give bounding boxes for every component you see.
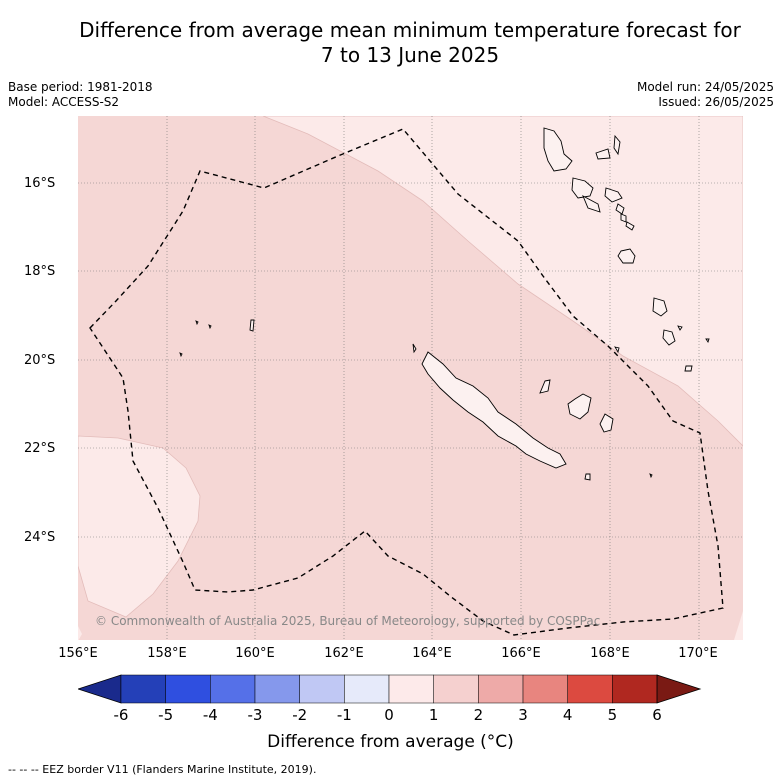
- colorbar-bin: [612, 674, 658, 704]
- model-run: Model run: 24/05/2025: [636, 80, 774, 94]
- colorbar-tick-label: 5: [607, 706, 618, 724]
- loyalty-island-lifou: [567, 393, 592, 420]
- lat-label-16s: 16°S: [24, 176, 56, 191]
- reef-islet: [208, 324, 212, 330]
- emae-island: [620, 213, 627, 223]
- loyalty-island-mare: [599, 413, 614, 433]
- model-name: Model: ACCESS-S2: [8, 95, 120, 109]
- lat-label-22s: 22°S: [24, 441, 56, 456]
- lon-label-156e: 156°E: [58, 646, 98, 661]
- colorbar-tick-label: 0: [384, 706, 394, 724]
- ambrym-group: [582, 195, 601, 213]
- maewo-island: [595, 148, 611, 160]
- isle-of-pines: [584, 473, 591, 481]
- colorbar-tick-label: -3: [247, 706, 263, 724]
- colorbar-tick-label: -2: [292, 706, 308, 724]
- colorbar: [78, 674, 702, 704]
- belep-islands: [412, 343, 417, 354]
- lat-label-24s: 24°S: [24, 530, 56, 545]
- lon-label-162e: 162°E: [324, 646, 364, 661]
- bellona-reef: [195, 320, 199, 326]
- zone-0-to-1-northeast: [262, 116, 743, 447]
- new-caledonia-main: [421, 351, 567, 469]
- reef-islet-south: [179, 352, 183, 358]
- colorbar-bin: [478, 674, 524, 704]
- tanna: [652, 297, 668, 317]
- islet-east: [614, 346, 620, 354]
- aneityum: [662, 329, 676, 346]
- lon-label-158e: 158°E: [147, 646, 187, 661]
- colorbar-bin: [522, 674, 568, 704]
- matthew-island: [677, 325, 683, 331]
- lon-label-170e: 170°E: [678, 646, 718, 661]
- lat-label-18s: 18°S: [24, 264, 56, 279]
- colorbar-tick-label: 6: [652, 706, 662, 724]
- base-period: Base period: 1981-2018: [8, 80, 153, 94]
- colorbar-tick-label: 3: [518, 706, 528, 724]
- colorbar-bin: [567, 674, 613, 704]
- eez-legend-footnote: -- -- -- EEZ border V11 (Flanders Marine…: [8, 763, 317, 776]
- chesterfield-islands: [249, 319, 255, 332]
- meta-right: Model run: 24/05/2025 Issued: 26/05/2025: [637, 80, 774, 110]
- colorbar-tick-label: -4: [202, 706, 218, 724]
- colorbar-bin: [433, 674, 479, 704]
- colorbar-bin: [299, 674, 345, 704]
- lon-label-160e: 160°E: [235, 646, 275, 661]
- colorbar-bin: [344, 674, 390, 704]
- colorbar-tick-label: 1: [428, 706, 439, 724]
- ambae-pentecost: [613, 134, 621, 156]
- colorbar-tick-label: 4: [562, 706, 573, 724]
- zone-0-to-1-se-corner: [734, 611, 743, 640]
- graticule: [78, 116, 743, 640]
- erromango: [617, 248, 636, 264]
- colorbar-tick-label: 2: [473, 706, 484, 724]
- epi-island: [604, 187, 623, 203]
- colorbar-label: Difference from average (°C): [267, 732, 514, 752]
- malekula: [571, 177, 594, 199]
- lat-label-20s: 20°S: [24, 353, 56, 368]
- meta-left: Base period: 1981-2018 Model: ACCESS-S2: [8, 80, 153, 110]
- colorbar-bin: [165, 674, 211, 704]
- espiritu-santo: [543, 127, 573, 172]
- chart-title: Difference from average mean minimum tem…: [40, 18, 780, 68]
- title-line-2: 7 to 13 June 2025: [320, 43, 500, 67]
- colorbar-bin: [210, 674, 256, 704]
- coastlines: [179, 127, 710, 481]
- lon-label-168e: 168°E: [590, 646, 630, 661]
- colorbar-bin: [388, 674, 434, 704]
- efate-island: [625, 221, 635, 231]
- hunter-island: [684, 365, 693, 372]
- colorbar-tick-label: -5: [158, 706, 174, 724]
- colorbar-tick-label: -1: [336, 706, 352, 724]
- title-line-1: Difference from average mean minimum tem…: [79, 18, 741, 42]
- eez-border: [89, 128, 724, 636]
- zone-0-to-1-corner: [78, 626, 82, 640]
- zone-0-to-1-southwest: [78, 435, 201, 618]
- colorbar-extend-low: [78, 674, 122, 704]
- copyright-notice: © Commonwealth of Australia 2025, Bureau…: [95, 614, 601, 628]
- islet-south: [649, 473, 653, 479]
- colorbar-extend-high: [656, 674, 702, 704]
- map-panel[interactable]: [78, 116, 743, 640]
- loyalty-island-ouvea: [539, 379, 551, 394]
- walpole-island: [705, 338, 710, 344]
- colorbar-tick-label: -6: [113, 706, 129, 724]
- colorbar-bin: [120, 674, 166, 704]
- lon-label-164e: 164°E: [412, 646, 452, 661]
- issued-date: Issued: 26/05/2025: [658, 95, 774, 109]
- lon-label-166e: 166°E: [501, 646, 541, 661]
- map-svg: [78, 116, 743, 640]
- colorbar-bin: [254, 674, 300, 704]
